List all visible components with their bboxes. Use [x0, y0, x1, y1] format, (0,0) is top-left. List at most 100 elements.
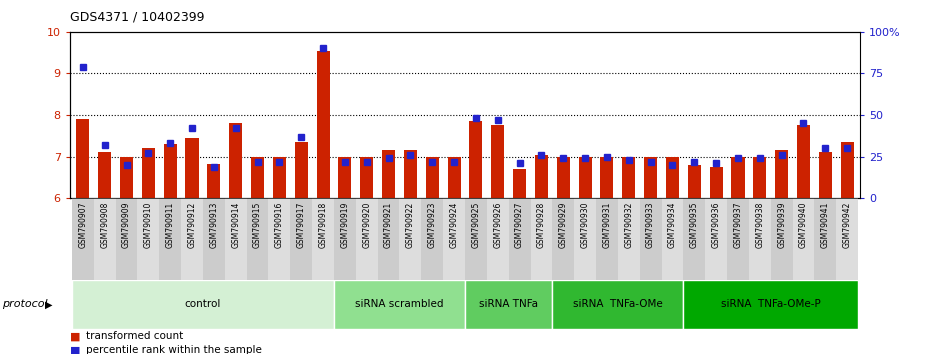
Bar [818, 153, 831, 198]
Bar [727, 198, 749, 280]
Text: protocol: protocol [2, 299, 47, 309]
Text: GSM790917: GSM790917 [297, 201, 306, 248]
Bar [470, 121, 483, 198]
Text: siRNA scrambled: siRNA scrambled [355, 299, 444, 309]
Bar [705, 198, 727, 280]
Bar [94, 198, 115, 280]
Text: GSM790933: GSM790933 [646, 201, 655, 248]
Bar [185, 138, 199, 198]
Text: GSM790923: GSM790923 [428, 201, 437, 248]
Bar [360, 156, 373, 198]
Text: ■: ■ [70, 331, 80, 341]
Bar [513, 169, 526, 198]
Bar [666, 156, 679, 198]
Bar [797, 125, 810, 198]
Bar [378, 198, 400, 280]
Bar [509, 198, 530, 280]
Bar [622, 156, 635, 198]
Text: GSM790934: GSM790934 [668, 201, 677, 248]
Bar [688, 165, 701, 198]
Bar [246, 198, 269, 280]
Bar [251, 156, 264, 198]
Bar [775, 150, 789, 198]
Text: GSM790942: GSM790942 [843, 201, 852, 248]
Text: GSM790926: GSM790926 [493, 201, 502, 248]
Bar [644, 156, 658, 198]
Bar [684, 280, 858, 329]
Bar [159, 198, 181, 280]
Text: GDS4371 / 10402399: GDS4371 / 10402399 [70, 11, 205, 24]
Text: GSM790922: GSM790922 [405, 201, 415, 248]
Bar [207, 164, 220, 198]
Text: GSM790935: GSM790935 [690, 201, 698, 248]
Bar [120, 156, 133, 198]
Bar [115, 198, 138, 280]
Bar [596, 198, 618, 280]
Bar [444, 198, 465, 280]
Bar [334, 280, 465, 329]
Bar [181, 198, 203, 280]
Bar [229, 122, 242, 198]
Text: GSM790939: GSM790939 [777, 201, 786, 248]
Text: GSM790938: GSM790938 [755, 201, 764, 248]
Text: ▶: ▶ [45, 299, 52, 309]
Bar [141, 148, 155, 198]
Text: GSM790911: GSM790911 [166, 201, 175, 248]
Bar [382, 150, 395, 198]
Bar [426, 156, 439, 198]
Bar [771, 198, 792, 280]
Bar [640, 198, 661, 280]
Bar [749, 198, 771, 280]
Bar [295, 142, 308, 198]
Bar [138, 198, 159, 280]
Text: GSM790924: GSM790924 [449, 201, 458, 248]
Bar [552, 198, 574, 280]
Text: ■: ■ [70, 346, 80, 354]
Bar [72, 280, 334, 329]
Text: GSM790910: GSM790910 [144, 201, 153, 248]
Bar [601, 156, 614, 198]
Text: GSM790940: GSM790940 [799, 201, 808, 248]
Bar [76, 119, 89, 198]
Text: GSM790921: GSM790921 [384, 201, 393, 248]
Bar [578, 156, 591, 198]
Text: GSM790929: GSM790929 [559, 201, 568, 248]
Bar [792, 198, 815, 280]
Text: GSM790918: GSM790918 [319, 201, 327, 248]
Text: GSM790908: GSM790908 [100, 201, 109, 248]
Bar [731, 156, 745, 198]
Bar [404, 150, 417, 198]
Bar [339, 156, 352, 198]
Text: GSM790912: GSM790912 [188, 201, 196, 248]
Bar [421, 198, 444, 280]
Bar [400, 198, 421, 280]
Bar [465, 280, 552, 329]
Bar [815, 198, 836, 280]
Bar [535, 155, 548, 198]
Text: GSM790936: GSM790936 [711, 201, 721, 248]
Bar [530, 198, 552, 280]
Bar [753, 156, 766, 198]
Text: GSM790913: GSM790913 [209, 201, 219, 248]
Bar [99, 153, 112, 198]
Text: GSM790931: GSM790931 [603, 201, 611, 248]
Bar [269, 198, 290, 280]
Text: GSM790919: GSM790919 [340, 201, 350, 248]
Bar [225, 198, 246, 280]
Text: GSM790914: GSM790914 [232, 201, 240, 248]
Bar [316, 51, 329, 198]
Bar [203, 198, 225, 280]
Text: GSM790920: GSM790920 [362, 201, 371, 248]
Bar [334, 198, 356, 280]
Text: control: control [185, 299, 221, 309]
Bar [836, 198, 858, 280]
Bar [552, 280, 684, 329]
Text: GSM790916: GSM790916 [275, 201, 284, 248]
Bar [491, 125, 504, 198]
Text: GSM790915: GSM790915 [253, 201, 262, 248]
Bar [72, 198, 94, 280]
Text: siRNA TNFa: siRNA TNFa [479, 299, 538, 309]
Bar [290, 198, 312, 280]
Text: GSM790941: GSM790941 [821, 201, 830, 248]
Bar [618, 198, 640, 280]
